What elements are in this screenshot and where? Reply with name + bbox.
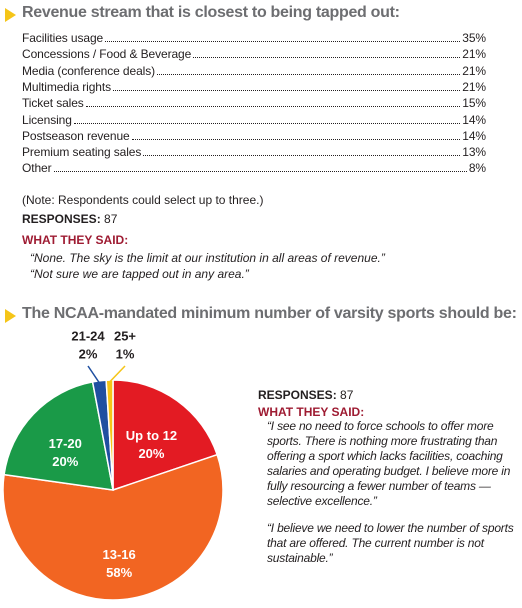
slice-label: Up to 12	[126, 428, 177, 443]
responses-count: 87	[340, 388, 354, 402]
leader	[85, 95, 461, 108]
pie-slice	[3, 381, 114, 491]
item-label: Licensing	[22, 112, 72, 127]
item-row: Concessions / Food & Beverage 21%	[22, 46, 486, 62]
slice-label: 21-24	[71, 328, 105, 343]
note: (Note: Respondents could select up to th…	[22, 193, 264, 207]
item-label: Ticket sales	[22, 96, 84, 111]
quote: “None. The sky is the limit at our insti…	[30, 251, 385, 265]
slice-value: 20%	[52, 454, 78, 469]
item-label: Multimedia rights	[22, 79, 111, 94]
slice-value: 20%	[138, 446, 164, 461]
item-value: 15%	[462, 96, 486, 111]
leader	[193, 46, 461, 59]
leader	[113, 79, 461, 91]
item-value: 8%	[468, 161, 486, 176]
responses-label: RESPONSES:	[22, 212, 101, 226]
leader	[157, 63, 461, 75]
item-row: Postseason revenue 14%	[22, 128, 486, 144]
item-row: Premium seating sales 13%	[22, 144, 486, 160]
slice-value: 58%	[106, 565, 132, 580]
item-value: 21%	[462, 47, 486, 62]
marker	[5, 8, 16, 22]
marker	[5, 309, 16, 323]
item-value: 14%	[462, 112, 486, 127]
leader	[143, 144, 461, 157]
item-label: Other	[22, 161, 52, 176]
slice-value: 1%	[116, 346, 135, 361]
item-value: 21%	[462, 63, 486, 78]
item-label: Concessions / Food & Beverage	[22, 47, 192, 62]
item-row: Multimedia rights 21%	[22, 79, 486, 95]
pie-slice	[105, 379, 114, 491]
leader	[73, 112, 461, 124]
quote: “I see no need to force schools to offer…	[267, 419, 511, 508]
item-label: Premium seating sales	[22, 145, 142, 160]
item-row: Media (conference deals) 21%	[22, 63, 486, 79]
comments: RESPONSES: 87 WHAT THEY SAID: “I see no …	[258, 388, 514, 578]
item-value: 35%	[462, 31, 486, 45]
responses-count: 87	[104, 212, 118, 226]
item-value: 14%	[462, 128, 486, 143]
slice-label: 25+	[114, 328, 136, 343]
said-label: WHAT THEY SAID:	[258, 405, 365, 419]
leader-line	[87, 365, 100, 384]
pie-slice	[112, 379, 219, 492]
responses: RESPONSES: 87	[22, 212, 117, 226]
quote: “I believe we need to lower the number o…	[267, 521, 514, 565]
item-row: Ticket sales 15%	[22, 95, 486, 111]
said-label: WHAT THEY SAID:	[22, 233, 129, 247]
pie-slice	[2, 453, 224, 601]
slice-label: 13-16	[103, 547, 136, 562]
pie-chart: Up to 12 20% 13-16 58% 17-20 20% 21-24 2% 25+ 1%	[2, 328, 224, 601]
responses-label: RESPONSES:	[258, 388, 337, 402]
item-value: 13%	[462, 145, 486, 160]
section-title: Revenue stream that is closest to being …	[22, 4, 400, 21]
item-row: Licensing 14%	[22, 112, 486, 128]
leader-line	[109, 365, 126, 383]
item-label: Postseason revenue	[22, 128, 130, 143]
item-row: Facilities usage 35%	[22, 30, 486, 46]
slice-value: 2%	[79, 346, 98, 361]
item-label: Media (conference deals)	[22, 63, 156, 78]
responses: RESPONSES: 87	[258, 388, 514, 402]
leader	[53, 160, 467, 173]
leader	[131, 128, 461, 140]
leader	[105, 30, 461, 42]
item-label: Facilities usage	[22, 31, 104, 45]
slice-label: 17-20	[49, 436, 82, 451]
quote: “Not sure we are tapped out in any area.…	[30, 267, 249, 281]
item-row: Other 8%	[22, 160, 486, 176]
quotes: “I see no need to force schools to offer…	[258, 419, 514, 566]
item-value: 21%	[462, 79, 486, 94]
chart-title: The NCAA-mandated minimum number of vars…	[22, 305, 517, 322]
